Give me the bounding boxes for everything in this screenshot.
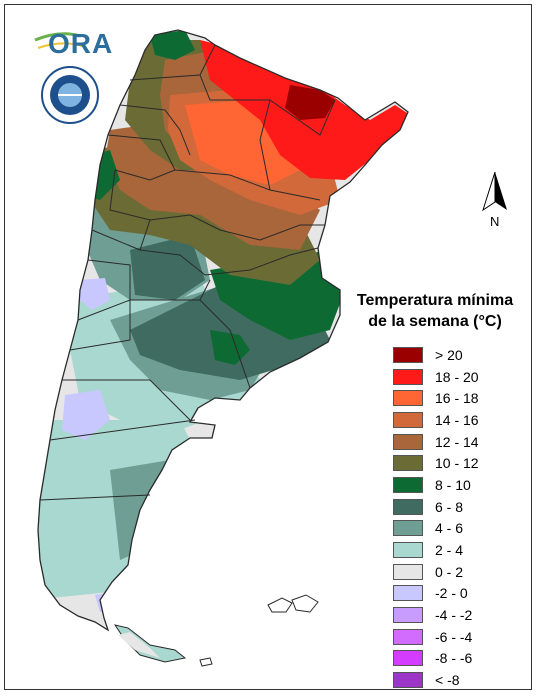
legend-swatch	[393, 455, 423, 472]
legend-swatch	[393, 585, 423, 602]
legend-swatch	[393, 498, 423, 515]
legend: Temperatura mínima de la semana (°C) > 2…	[340, 290, 530, 691]
legend-label: 2 - 4	[435, 542, 464, 559]
legend-swatch	[393, 563, 423, 580]
legend-swatch	[393, 433, 423, 450]
legend-item: 0 - 2	[393, 561, 530, 583]
legend-swatch	[393, 607, 423, 624]
legend-label: 8 - 10	[435, 476, 471, 493]
legend-label: 18 - 20	[435, 368, 479, 385]
legend-item: 18 - 20	[393, 366, 530, 388]
legend-swatch	[393, 476, 423, 493]
legend-item: -2 - 0	[393, 583, 530, 605]
legend-swatch	[393, 542, 423, 559]
legend-item: 2 - 4	[393, 539, 530, 561]
legend-swatch	[393, 368, 423, 385]
province-borders	[37, 29, 409, 632]
north-label: N	[490, 214, 500, 229]
legend-label: -4 - -2	[435, 607, 473, 624]
seal-logo	[41, 66, 99, 124]
legend-swatch	[393, 672, 423, 689]
legend-item: 10 - 12	[393, 452, 530, 474]
legend-label: -6 - -4	[435, 628, 473, 645]
ora-logo-mark	[34, 32, 83, 49]
legend-item: > 20	[393, 344, 530, 366]
legend-swatch	[393, 650, 423, 667]
legend-label: 10 - 12	[435, 455, 479, 472]
legend-swatch	[393, 411, 423, 428]
legend-title-line1: Temperatura mínima	[356, 292, 514, 309]
legend-swatch	[393, 628, 423, 645]
legend-label: -8 - -6	[435, 650, 473, 667]
north-arrow-icon	[482, 171, 507, 212]
legend-swatch	[393, 390, 423, 407]
legend-label: 14 - 16	[435, 411, 479, 428]
legend-item: -4 - -2	[393, 604, 530, 626]
legend-label: 6 - 8	[435, 498, 464, 515]
legend-swatch	[393, 520, 423, 537]
tierra-del-fuego	[113, 624, 187, 663]
legend-label: > 20	[435, 346, 463, 363]
legend-label: 4 - 6	[435, 520, 464, 537]
legend-item: -6 - -4	[393, 626, 530, 648]
legend-swatch	[393, 346, 423, 363]
legend-item: 16 - 18	[393, 387, 530, 409]
legend-item: 14 - 16	[393, 409, 530, 431]
legend-items: > 20 18 - 20 16 - 18 14 - 16 12 - 14 10 - 12 8…	[393, 344, 530, 691]
ora-logo-text: ORA	[48, 28, 114, 59]
legend-label: < -8	[435, 672, 460, 689]
legend-item: 4 - 6	[393, 518, 530, 540]
legend-item: -8 - -6	[393, 648, 530, 670]
legend-item: < -8	[393, 669, 530, 691]
legend-item: 8 - 10	[393, 474, 530, 496]
legend-label: 0 - 2	[435, 563, 464, 580]
legend-item: 12 - 14	[393, 431, 530, 453]
legend-title-line2: de la semana (°C)	[368, 313, 502, 330]
legend-label: -2 - 0	[435, 585, 468, 602]
legend-label: 12 - 14	[435, 433, 479, 450]
legend-item: 6 - 8	[393, 496, 530, 518]
legend-label: 16 - 18	[435, 390, 479, 407]
malvinas-islands	[199, 594, 319, 667]
